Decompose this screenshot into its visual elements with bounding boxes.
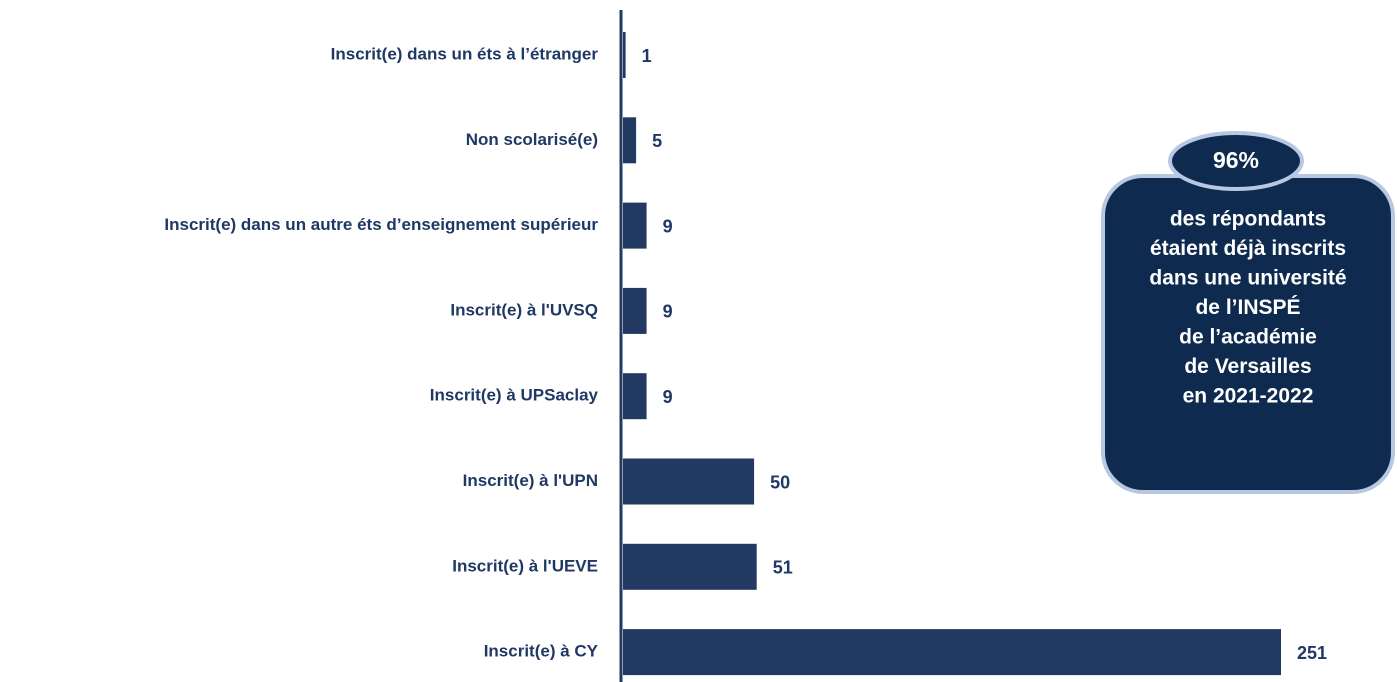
bar: [623, 373, 647, 419]
callout-text: de l’académie: [1179, 326, 1317, 349]
value-label: 5: [652, 131, 662, 151]
callout-text: de l’INSPÉ: [1195, 296, 1300, 319]
category-label: Inscrit(e) à l'UPN: [463, 471, 598, 490]
callout-text: de Versailles: [1184, 355, 1311, 378]
bar: [623, 117, 636, 163]
category-label: Inscrit(e) à l'UEVE: [452, 556, 598, 575]
value-label: 1: [642, 46, 652, 66]
value-label: 9: [663, 216, 673, 236]
bar: [623, 459, 754, 505]
category-label: Inscrit(e) à CY: [484, 642, 599, 661]
bar: [623, 544, 757, 590]
bar: [623, 32, 626, 78]
callout-text: étaient déjà inscrits: [1150, 237, 1346, 260]
callout-text: dans une université: [1149, 267, 1346, 290]
chart: 96% Inscrit(e) dans un éts à l’étranger 1…: [0, 0, 1397, 682]
category-label: Inscrit(e) dans un autre éts d’enseignem…: [164, 215, 598, 234]
value-label: 9: [663, 387, 673, 407]
category-label: Inscrit(e) dans un éts à l’étranger: [331, 44, 599, 63]
bar: [623, 203, 647, 249]
callout-text: en 2021-2022: [1183, 385, 1314, 408]
value-label: 9: [663, 302, 673, 322]
value-label: 251: [1297, 643, 1327, 663]
value-label: 50: [770, 472, 790, 492]
bar: [623, 288, 647, 334]
category-label: Inscrit(e) à l'UVSQ: [450, 300, 598, 319]
callout-text: des répondants: [1170, 208, 1326, 231]
bar: [623, 629, 1281, 675]
value-label: 51: [773, 558, 793, 578]
category-label: Non scolarisé(e): [466, 130, 598, 149]
callout-highlight: 96%: [1213, 147, 1259, 173]
category-label: Inscrit(e) à UPSaclay: [430, 386, 599, 405]
